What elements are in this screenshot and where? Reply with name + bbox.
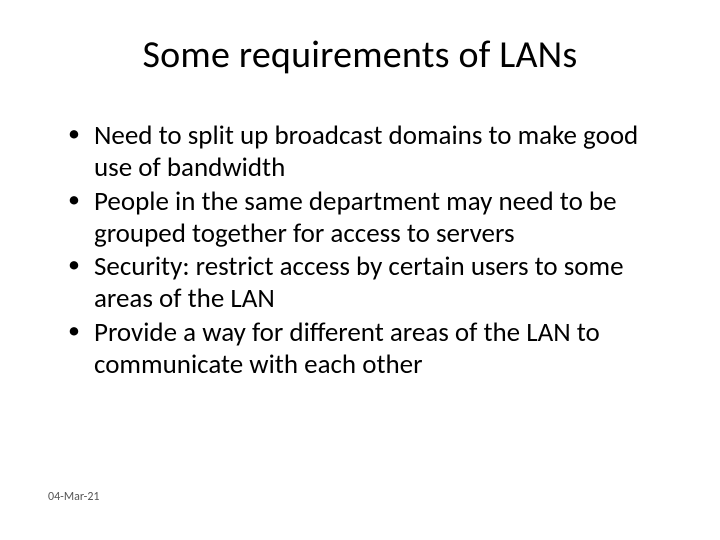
slide: Some requirements of LANs Need to split … (0, 0, 720, 540)
list-item: People in the same department may need t… (68, 186, 672, 250)
list-item: Provide a way for different areas of the… (68, 317, 672, 381)
bullet-list: Need to split up broadcast domains to ma… (48, 120, 672, 381)
list-item: Need to split up broadcast domains to ma… (68, 120, 672, 184)
slide-title: Some requirements of LANs (48, 32, 672, 78)
footer-date: 04-Mar-21 (48, 490, 100, 504)
list-item: Security: restrict access by certain use… (68, 251, 672, 315)
